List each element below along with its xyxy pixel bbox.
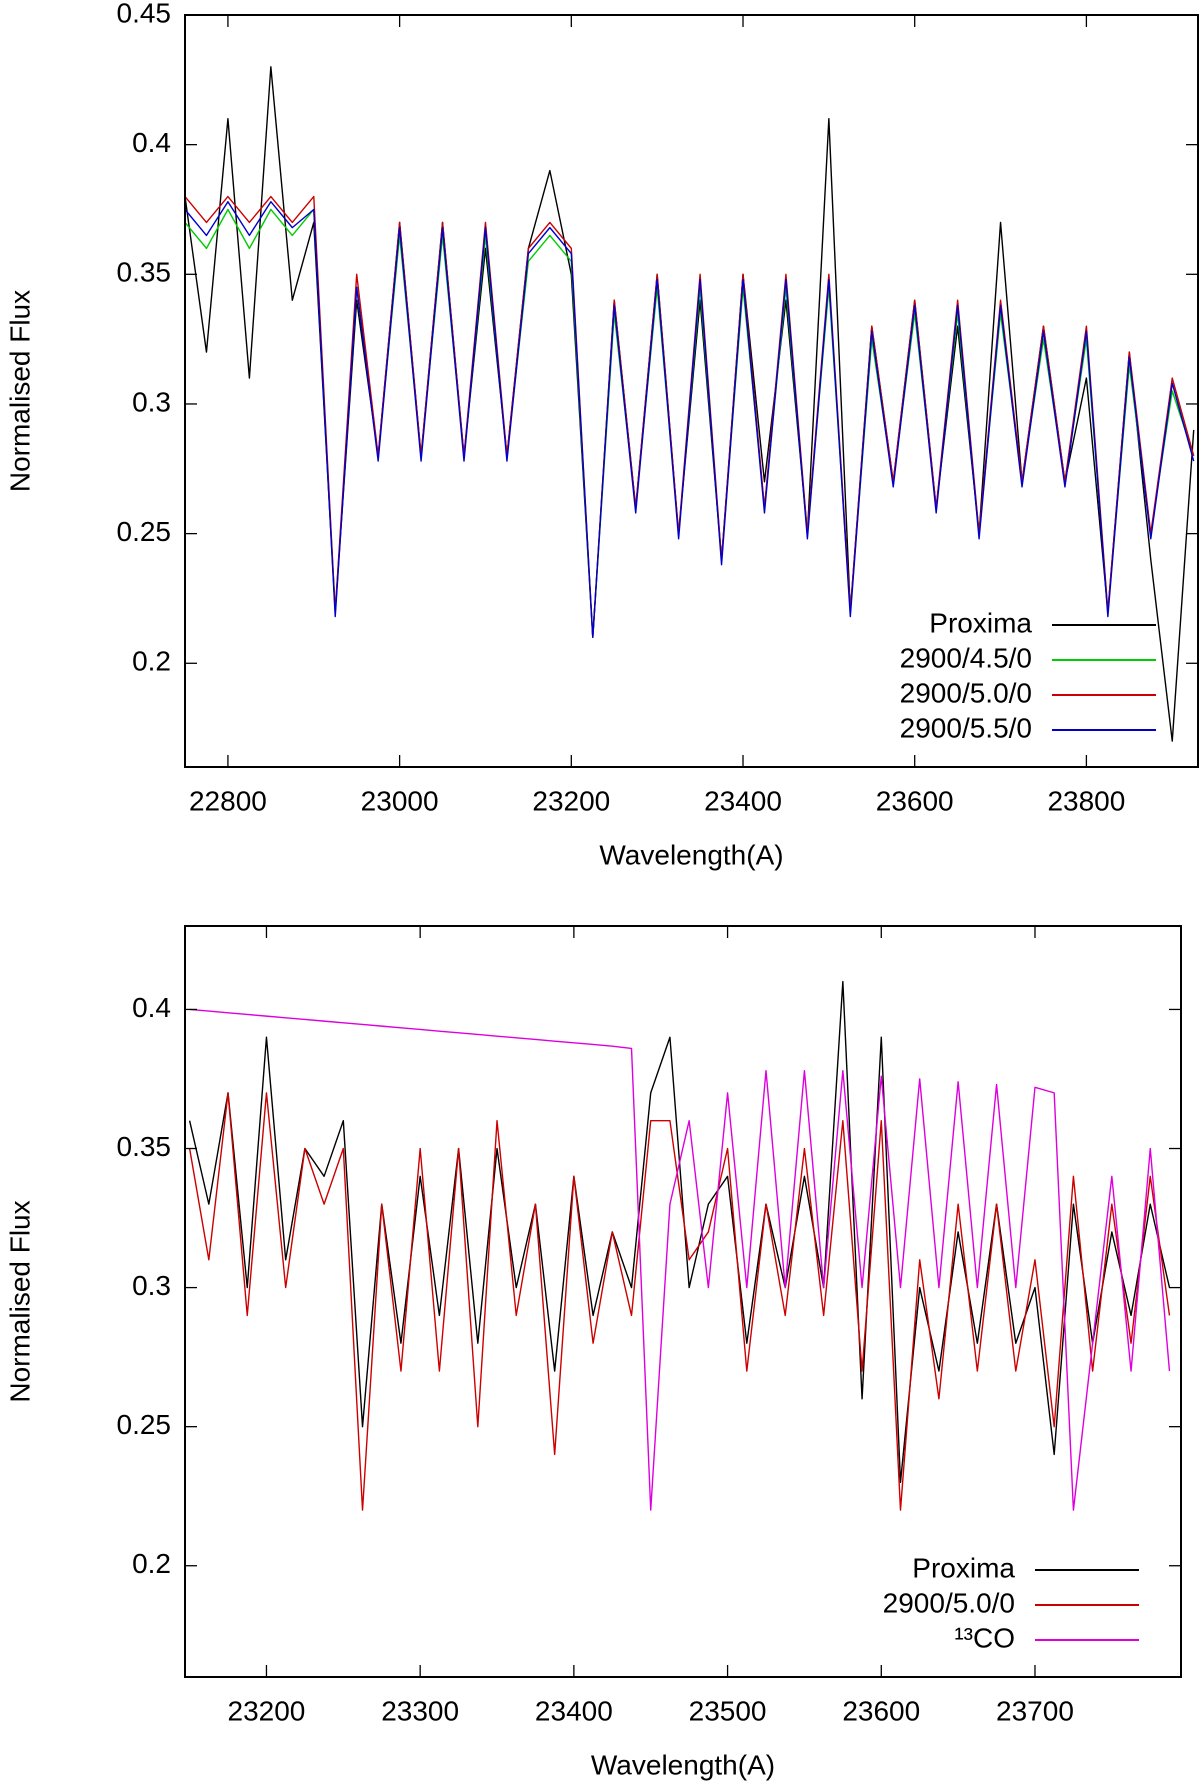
y-tick-label: 0.3 — [132, 1270, 171, 1301]
legend-label: 2900/5.0/0 — [883, 1587, 1015, 1618]
x-tick-label: 22800 — [189, 785, 267, 816]
x-tick-label: 23300 — [381, 1695, 459, 1726]
y-axis-label: Normalised Flux — [4, 290, 35, 492]
spectrum-line — [185, 201, 1195, 639]
spectrum-line — [189, 1008, 1171, 1511]
x-tick-label: 23200 — [228, 1695, 306, 1726]
y-tick-label: 0.35 — [117, 257, 172, 288]
y-tick-label: 0.25 — [117, 516, 172, 547]
x-tick-label: 23500 — [689, 1695, 767, 1726]
x-tick-label: 23200 — [532, 785, 610, 816]
x-tick-label: 23800 — [1047, 785, 1125, 816]
legend-label: ¹³CO — [954, 1622, 1015, 1653]
plot-frame — [184, 925, 1182, 1678]
spectrum-line — [188, 1092, 1171, 1511]
plot-area — [188, 980, 1171, 1511]
plot-frame — [184, 14, 1199, 768]
x-axis-label: Wavelength(A) — [599, 839, 783, 870]
x-axis-label: Wavelength(A) — [591, 1749, 775, 1780]
y-tick-label: 0.2 — [132, 1548, 171, 1579]
x-tick-label: 23600 — [876, 785, 954, 816]
legend-label: 2900/5.5/0 — [900, 712, 1032, 743]
x-tick-label: 23400 — [704, 785, 782, 816]
x-tick-label: 23700 — [996, 1695, 1074, 1726]
y-tick-label: 0.2 — [132, 646, 171, 677]
y-tick-label: 0.4 — [132, 127, 171, 158]
y-tick-label: 0.45 — [117, 0, 172, 28]
y-tick-label: 0.25 — [117, 1409, 172, 1440]
y-tick-label: 0.3 — [132, 386, 171, 417]
legend-label: 2900/5.0/0 — [900, 677, 1032, 708]
y-tick-label: 0.4 — [132, 992, 171, 1023]
legend-label: Proxima — [929, 607, 1032, 638]
spectrum-line — [188, 980, 1171, 1483]
legend-label: Proxima — [912, 1552, 1015, 1583]
x-tick-label: 23400 — [535, 1695, 613, 1726]
y-tick-label: 0.35 — [117, 1131, 172, 1162]
plot-area — [185, 66, 1195, 742]
legend-label: 2900/4.5/0 — [900, 642, 1032, 673]
x-tick-label: 23000 — [361, 785, 439, 816]
y-axis-label: Normalised Flux — [4, 1200, 35, 1402]
x-tick-label: 23600 — [842, 1695, 920, 1726]
